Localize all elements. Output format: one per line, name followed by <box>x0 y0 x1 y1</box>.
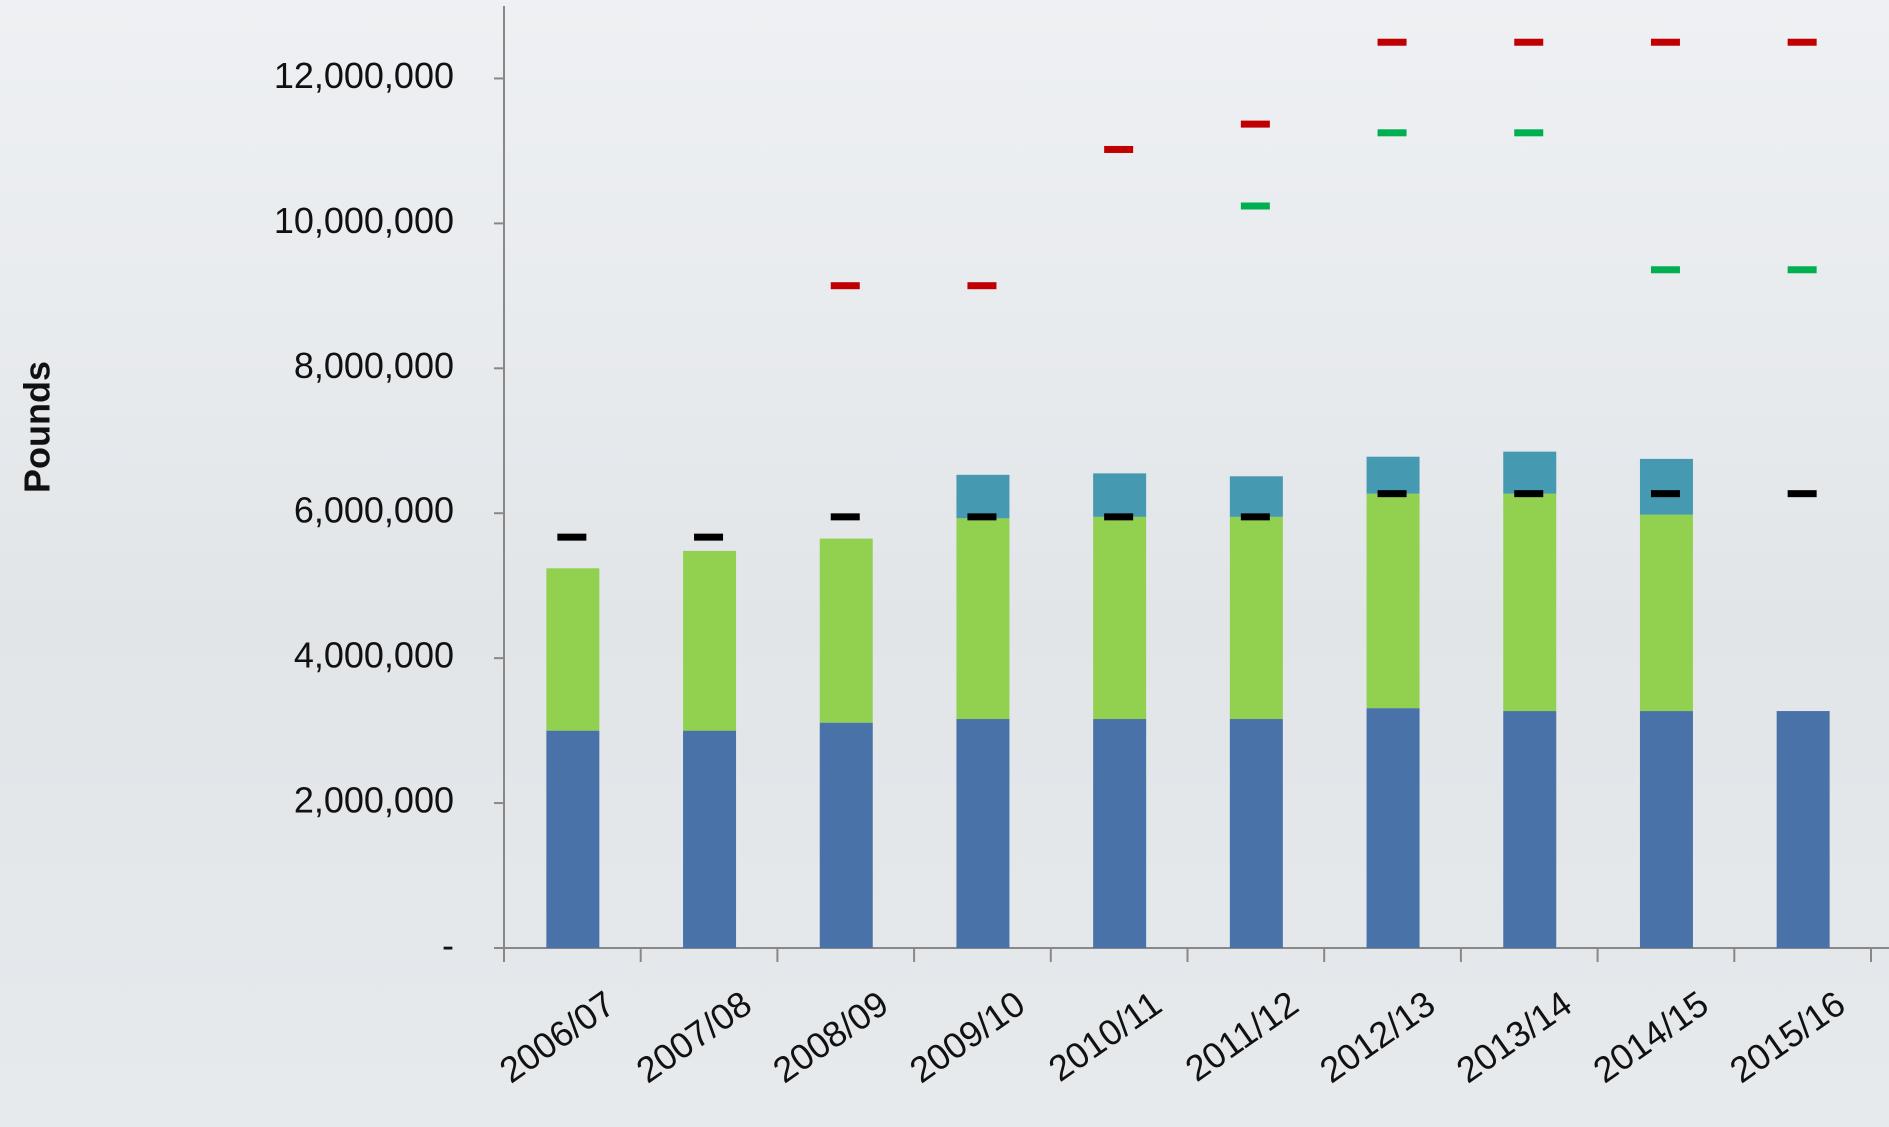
marker <box>967 282 997 290</box>
marker <box>1650 38 1680 46</box>
marker <box>830 282 860 290</box>
bar-segment <box>546 730 600 948</box>
bar-segment <box>1093 719 1147 948</box>
marker <box>1650 266 1680 274</box>
y-axis-label: Pounds <box>17 361 58 493</box>
bar-segment <box>1229 516 1283 720</box>
bar-segment <box>819 538 873 723</box>
bar-segment <box>683 550 737 731</box>
y-tick-label: 2,000,000 <box>294 780 454 821</box>
marker <box>1514 38 1544 46</box>
y-tick-label: - <box>442 925 454 966</box>
bar-segment <box>956 719 1010 948</box>
marker <box>1377 490 1407 498</box>
marker <box>1240 120 1270 128</box>
marker <box>1514 129 1544 137</box>
bar-segment <box>1366 493 1420 709</box>
bar-segment <box>546 568 600 731</box>
bar-segment <box>683 730 737 948</box>
bar-segment <box>956 518 1010 720</box>
marker <box>1377 38 1407 46</box>
marker <box>557 533 587 541</box>
marker <box>1377 129 1407 137</box>
marker <box>1787 38 1817 46</box>
marker <box>1104 513 1134 521</box>
bar-segment <box>1366 708 1420 948</box>
y-tick-label: 8,000,000 <box>294 345 454 386</box>
bar-segment <box>1503 711 1557 948</box>
bar-segment <box>1093 473 1147 517</box>
marker <box>1787 266 1817 274</box>
bar-segment <box>819 722 873 948</box>
marker <box>1787 490 1817 498</box>
marker <box>967 513 997 521</box>
bar-segment <box>1639 514 1693 712</box>
marker <box>830 513 860 521</box>
bar-segment <box>1229 476 1283 517</box>
bar-segment <box>1639 458 1693 515</box>
bar-segment <box>1503 493 1557 712</box>
y-tick-label: 10,000,000 <box>274 200 454 241</box>
bar-segment <box>1093 516 1147 720</box>
bar-segment <box>956 474 1010 519</box>
marker <box>1240 513 1270 521</box>
bar-segment <box>1229 719 1283 948</box>
y-tick-label: 12,000,000 <box>274 55 454 96</box>
y-tick-label: 4,000,000 <box>294 635 454 676</box>
marker <box>694 533 724 541</box>
marker <box>1514 490 1544 498</box>
bar-segment <box>1776 711 1830 948</box>
bar-segment <box>1503 451 1557 494</box>
marker <box>1104 145 1134 153</box>
marker <box>1650 490 1680 498</box>
bar-segment <box>1366 456 1420 494</box>
bar-segment <box>1639 711 1693 948</box>
y-tick-label: 6,000,000 <box>294 490 454 531</box>
marker <box>1240 202 1270 210</box>
